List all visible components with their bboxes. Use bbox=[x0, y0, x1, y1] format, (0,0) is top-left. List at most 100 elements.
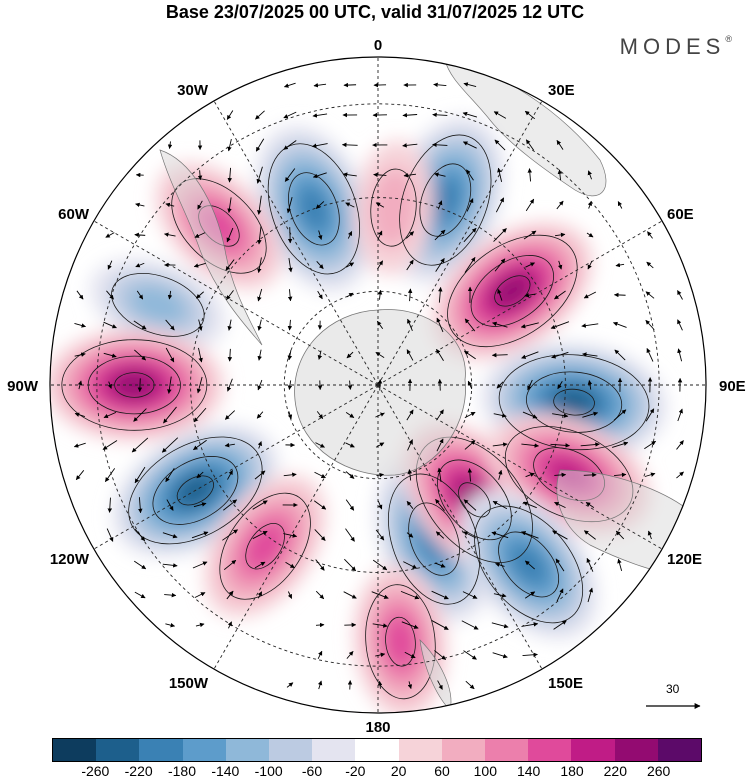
wind-arrow bbox=[614, 349, 626, 361]
wind-arrow bbox=[254, 561, 266, 569]
colorbar-tick-label: 140 bbox=[516, 763, 541, 779]
wind-arrow bbox=[196, 471, 204, 479]
map-title: Base 23/07/2025 00 UTC, valid 31/07/2025… bbox=[165, 2, 585, 22]
wind-arrow bbox=[554, 501, 566, 509]
lon-label-90e: 90E bbox=[719, 378, 746, 395]
wind-arrow bbox=[342, 172, 357, 177]
polar-map: 0 30E 60E 90E 120E 150E 180 150W 120W 90… bbox=[7, 37, 746, 735]
wind-arrow bbox=[375, 352, 385, 358]
wind-arrow bbox=[432, 142, 448, 148]
wind-arrow bbox=[523, 230, 537, 240]
wind-arrow bbox=[345, 528, 355, 542]
wind-arrow bbox=[376, 320, 384, 330]
contour-line bbox=[245, 523, 285, 570]
wind-arrow bbox=[192, 561, 208, 569]
wind-arrow bbox=[287, 289, 293, 302]
wind-arrow bbox=[402, 143, 418, 148]
wind-arrow bbox=[613, 321, 627, 328]
wind-arrow bbox=[581, 323, 599, 328]
wind-arrow bbox=[256, 166, 263, 184]
wind-arrow bbox=[498, 469, 503, 480]
wind-arrow bbox=[74, 412, 86, 417]
wind-arrow bbox=[227, 348, 233, 362]
contour-line bbox=[111, 273, 205, 337]
wind-arrow bbox=[464, 318, 476, 332]
wind-arrow bbox=[224, 442, 235, 448]
wind-arrow bbox=[107, 260, 113, 270]
wind-arrow bbox=[162, 563, 178, 568]
wind-arrow bbox=[257, 319, 262, 331]
wind-arrow bbox=[615, 530, 625, 540]
wind-arrow bbox=[227, 167, 233, 183]
colorbar-tick-label: -20 bbox=[345, 763, 366, 779]
lon-label-30w: 30W bbox=[177, 82, 209, 99]
wind-arrow bbox=[254, 470, 266, 480]
wind-arrow bbox=[677, 348, 683, 362]
wind-arrow bbox=[345, 499, 355, 511]
contour-line bbox=[370, 168, 417, 247]
meridian-line bbox=[377, 100, 543, 386]
africa-landmass bbox=[444, 59, 607, 197]
contour-line bbox=[525, 371, 623, 433]
wind-arrow bbox=[222, 529, 239, 541]
wind-vectors bbox=[73, 82, 684, 690]
wind-arrow bbox=[645, 408, 655, 422]
wind-arrow bbox=[557, 260, 563, 270]
lon-label-120w: 120W bbox=[50, 551, 90, 568]
wind-arrow bbox=[288, 258, 293, 273]
wind-arrow bbox=[316, 411, 324, 419]
lon-label-60w: 60W bbox=[58, 206, 90, 223]
wind-arrow bbox=[492, 442, 508, 447]
wind-arrow bbox=[191, 531, 209, 539]
wind-arrow bbox=[373, 172, 387, 178]
wind-arrow bbox=[257, 225, 262, 245]
colorbar-tick-label: 220 bbox=[603, 763, 628, 779]
contour-line bbox=[436, 459, 512, 541]
wind-arrow bbox=[346, 262, 355, 268]
wind-arrow bbox=[403, 173, 417, 178]
wind-arrow bbox=[434, 562, 446, 568]
wind-arrow bbox=[257, 257, 262, 274]
contour-line bbox=[399, 134, 492, 266]
wind-arrow bbox=[312, 172, 327, 179]
contour-line bbox=[498, 531, 560, 598]
wind-arrow bbox=[583, 530, 596, 540]
wind-arrow bbox=[524, 110, 536, 120]
wind-arrow bbox=[135, 202, 145, 208]
wind-arrow bbox=[402, 112, 418, 118]
contour-line bbox=[447, 234, 578, 348]
wind-arrow bbox=[583, 291, 597, 299]
wind-arrow bbox=[434, 172, 446, 177]
wind-arrow bbox=[223, 499, 238, 511]
wind-arrow bbox=[257, 441, 262, 449]
wind-arrow bbox=[167, 290, 173, 300]
anomaly-shade bbox=[113, 371, 156, 399]
wind-arrow bbox=[497, 288, 503, 301]
wind-arrow bbox=[133, 560, 147, 570]
contour-line bbox=[474, 505, 584, 624]
colorbar-tick-labels: -260 -220 -180 -140 -100 -60 -20 20 60 100 140 180 2… bbox=[0, 763, 750, 783]
wind-arrow bbox=[195, 291, 204, 299]
wind-arrow bbox=[580, 442, 600, 447]
wind-arrow bbox=[317, 650, 323, 660]
wind-arrow bbox=[407, 288, 413, 302]
wind-arrow bbox=[193, 407, 207, 423]
wind-arrow bbox=[286, 682, 294, 688]
wind-arrow bbox=[644, 472, 656, 477]
wind-arrow bbox=[314, 529, 326, 541]
wind-arrow bbox=[318, 230, 323, 240]
wind-arrow bbox=[437, 200, 443, 210]
wind-arrow bbox=[133, 408, 147, 422]
wind-arrow bbox=[194, 592, 206, 598]
wind-arrow bbox=[134, 466, 146, 484]
wind-arrow bbox=[166, 499, 174, 511]
wind-arrow bbox=[223, 559, 237, 571]
wind-arrow bbox=[435, 531, 445, 539]
wind-arrow bbox=[557, 169, 563, 181]
colorbar-tick-label: 180 bbox=[560, 763, 584, 779]
wind-arrow bbox=[557, 381, 563, 390]
meridian-line bbox=[93, 384, 379, 550]
wind-arrow bbox=[162, 532, 178, 539]
reference-arrow-icon bbox=[646, 703, 701, 709]
wind-arrow bbox=[527, 379, 533, 391]
